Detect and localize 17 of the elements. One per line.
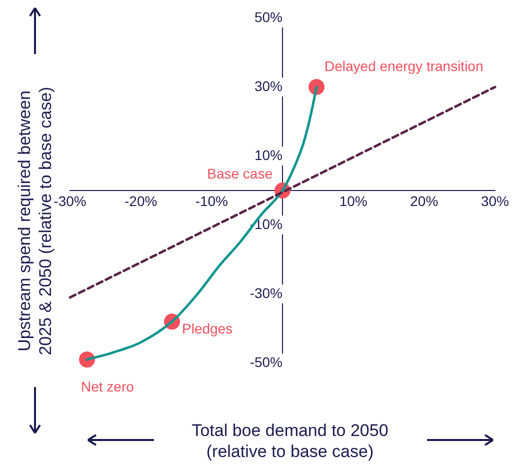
x-tick-label: -30% [54,192,86,209]
x-tick-label: -20% [124,192,158,209]
y-tick-label: 30% [254,78,282,94]
x-tick-label: 30% [480,192,510,209]
x-tick-label: 20% [410,192,438,209]
annotation: Net zero [81,378,134,394]
annotation: Base case [207,165,273,182]
x-axis-title: Total boe demand to 2050 (relative to base case) [190,420,390,462]
annotation: Pledges [182,320,233,336]
y-tick-label: -30% [250,284,282,301]
x-tick-label: -10% [195,192,228,209]
y-tick-label: 50% [254,8,282,25]
annotation: Delayed energy transition [324,58,484,74]
y-tick-label: -50% [250,354,282,370]
y-tick-label: 10% [254,146,282,163]
y-axis-title: Upstream spend required between 2025 & 2050 (relative to base case) [14,86,55,358]
x-tick-label: 10% [339,192,368,209]
